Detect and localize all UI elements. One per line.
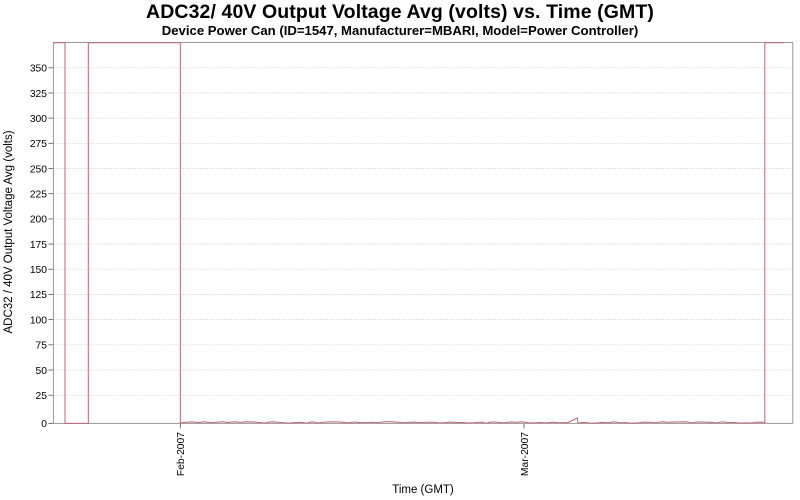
svg-text:225: 225 [30,190,47,201]
svg-text:325: 325 [30,89,47,100]
svg-text:275: 275 [30,139,47,150]
svg-text:250: 250 [30,164,47,175]
svg-text:0: 0 [41,419,47,430]
svg-text:200: 200 [30,215,47,226]
svg-text:Feb-2007: Feb-2007 [176,432,187,476]
svg-text:75: 75 [36,341,48,352]
svg-text:175: 175 [30,240,47,251]
svg-text:Mar-2007: Mar-2007 [520,432,531,476]
svg-text:150: 150 [30,265,47,276]
svg-text:100: 100 [30,315,47,326]
svg-text:25: 25 [36,391,48,402]
svg-text:300: 300 [30,114,47,125]
svg-text:350: 350 [30,64,47,75]
svg-text:125: 125 [30,290,47,301]
svg-text:ADC32 / 40V Output Voltage Avg: ADC32 / 40V Output Voltage Avg (volts) [3,130,15,333]
svg-text:Time (GMT): Time (GMT) [392,484,454,496]
svg-text:50: 50 [36,366,48,377]
